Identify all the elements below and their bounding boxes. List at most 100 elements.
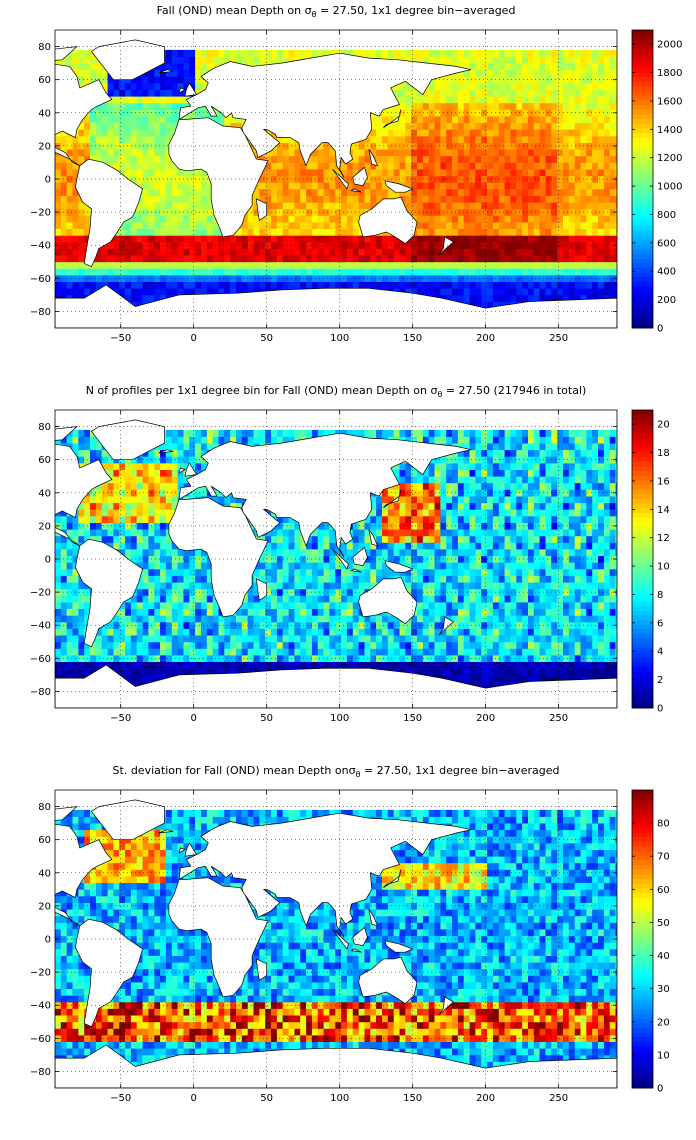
land-mass [55, 63, 113, 167]
heatmap-cell [171, 122, 178, 130]
heatmap-cell [311, 228, 319, 236]
heatmap-cell [487, 63, 494, 71]
heatmap-cell [183, 255, 190, 263]
heatmap-cell [592, 49, 599, 57]
heatmap-cell [574, 76, 581, 84]
heatmap-cell [592, 89, 599, 97]
heatmap-cell [165, 102, 173, 110]
heatmap-cell [563, 175, 570, 183]
heatmap-cell [557, 76, 564, 84]
heatmap-cell [165, 436, 173, 444]
heatmap-cell [399, 255, 406, 263]
heatmap-cell [177, 188, 184, 196]
heatmap-cell [457, 149, 465, 157]
heatmap-cell [528, 149, 535, 157]
heatmap-cell [60, 202, 67, 210]
heatmap-cell [603, 49, 611, 57]
heatmap-cell [323, 228, 330, 236]
heatmap-cell [422, 175, 430, 183]
heatmap-cell [78, 522, 85, 530]
heatmap-cell [317, 202, 324, 210]
heatmap-cell [195, 463, 202, 470]
heatmap-cell [95, 648, 103, 656]
heatmap-cell [481, 268, 488, 276]
heatmap-cell [78, 502, 85, 510]
heatmap-cell [189, 261, 196, 269]
heatmap-cell [113, 142, 120, 150]
heatmap-cell [201, 489, 208, 497]
heatmap-cell [346, 182, 354, 190]
heatmap-cell [171, 449, 178, 457]
heatmap-cell [177, 608, 184, 616]
heatmap-cell [195, 621, 202, 629]
heatmap-cell [481, 122, 488, 130]
heatmap-cell [475, 83, 482, 90]
heatmap-cell [160, 674, 167, 682]
heatmap-cell [545, 228, 552, 236]
heatmap-cell [130, 268, 138, 276]
heatmap-cell [84, 129, 91, 137]
heatmap-cell [446, 116, 453, 124]
heatmap-cell [177, 635, 184, 643]
heatmap-cell [498, 261, 505, 269]
heatmap-cell [387, 122, 394, 130]
heatmap-cell [171, 655, 178, 662]
heatmap-cell [130, 162, 138, 170]
heatmap-cell [329, 155, 336, 163]
heatmap-cell [370, 268, 377, 276]
heatmap-cell [130, 83, 138, 90]
heatmap-cell [475, 175, 482, 183]
heatmap-cell [66, 582, 73, 590]
heatmap-cell [107, 129, 114, 137]
heatmap-cell [78, 268, 85, 276]
heatmap-cell [95, 661, 103, 669]
heatmap-cell [300, 169, 307, 177]
heatmap-cell [189, 241, 196, 249]
heatmap-cell [387, 241, 394, 249]
heatmap-cell [113, 615, 120, 623]
heatmap-cell [364, 261, 371, 269]
heatmap-cell [440, 136, 447, 143]
heatmap-cell [346, 281, 354, 289]
heatmap-cell [603, 155, 611, 163]
heatmap-cell [78, 202, 85, 210]
heatmap-cell [177, 482, 184, 490]
heatmap-cell [55, 628, 62, 636]
heatmap-cell [84, 228, 91, 236]
heatmap-cell [428, 162, 435, 170]
heatmap-cell [463, 69, 470, 77]
heatmap-cell [72, 255, 79, 263]
heatmap-cell [323, 255, 330, 263]
heatmap-cell [60, 608, 67, 616]
heatmap-cell [230, 122, 237, 130]
heatmap-cell [66, 608, 73, 616]
heatmap-cell [551, 215, 558, 223]
heatmap-cell [563, 162, 570, 170]
heatmap-cell [475, 49, 482, 57]
heatmap-cell [533, 235, 540, 243]
heatmap-cell [317, 208, 324, 216]
heatmap-cell [265, 281, 272, 289]
heatmap-cell [487, 268, 494, 276]
heatmap-cell [189, 456, 196, 464]
heatmap-cell [212, 222, 219, 229]
heatmap-cell [528, 162, 535, 170]
heatmap-cell [568, 122, 575, 130]
heatmap-cell [475, 288, 482, 296]
heatmap-cell [563, 56, 570, 64]
heatmap-cell [154, 294, 161, 302]
heatmap-cell [440, 162, 447, 170]
heatmap-cell [95, 628, 103, 636]
heatmap-cell [177, 255, 184, 263]
heatmap-cell [498, 116, 505, 124]
heatmap-cell [154, 215, 161, 223]
heatmap-cell [457, 109, 465, 117]
heatmap-cell [282, 169, 289, 177]
heatmap-cell [422, 149, 430, 157]
heatmap-cell [171, 222, 178, 229]
y-tick-label: 0 [45, 175, 51, 186]
heatmap-cell [171, 456, 178, 464]
heatmap-cell [107, 469, 114, 477]
heatmap-cell [580, 162, 587, 170]
heatmap-cell [171, 169, 178, 177]
